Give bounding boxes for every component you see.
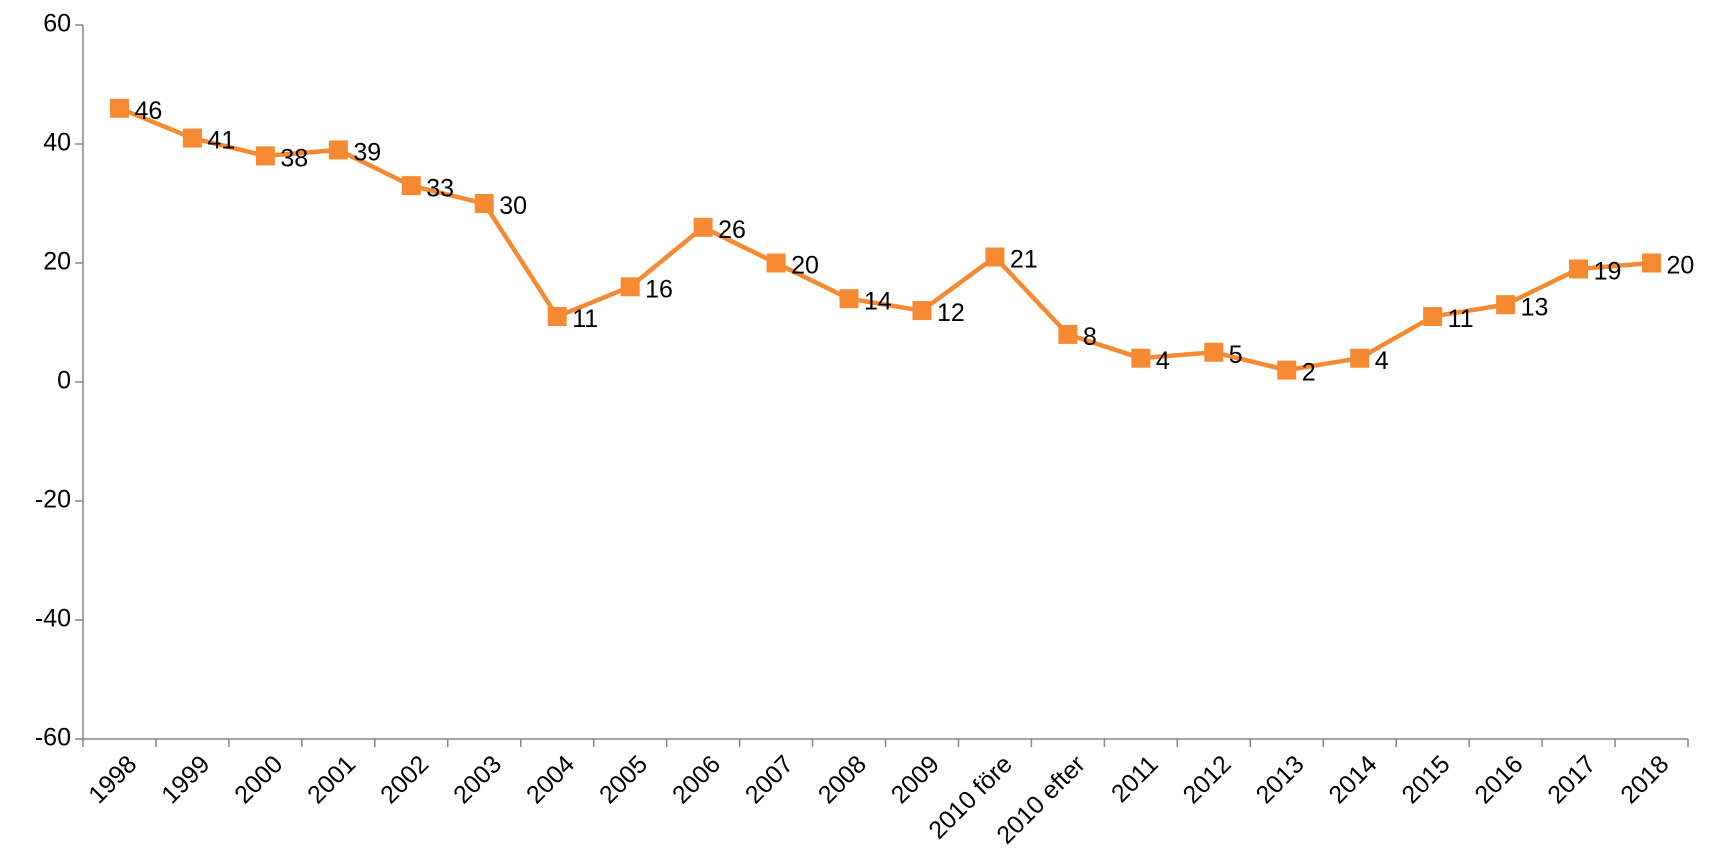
y-tick-label: 0 [57,367,71,395]
x-tick-label: 1998 [83,750,142,809]
marker [1423,307,1443,327]
marker [985,247,1005,267]
data-label: 39 [353,139,381,167]
data-label: 8 [1083,323,1097,351]
data-label: 11 [572,305,598,333]
marker [1569,259,1589,279]
data-label: 38 [280,145,308,173]
x-tick-label: 2011 [1106,750,1164,808]
marker [620,277,640,297]
marker [1204,342,1224,362]
marker [1277,360,1297,380]
marker [328,140,348,160]
marker [912,301,932,321]
data-label: 14 [864,287,892,315]
data-label: 20 [1667,252,1695,280]
marker [1642,253,1662,273]
data-label: 41 [207,127,235,155]
x-tick-label: 1999 [156,750,215,809]
data-label: 30 [499,192,527,220]
marker [109,98,129,118]
x-tick-label: 2009 [886,750,945,809]
x-tick-label: 2014 [1323,750,1382,809]
data-label: 11 [1448,305,1474,333]
marker [1496,295,1516,315]
marker [255,146,275,166]
marker [182,128,202,148]
line [118,106,1652,373]
y-tick-label: 40 [43,129,71,157]
x-tick-label: 2000 [229,750,288,809]
data-label: 5 [1229,341,1243,369]
x-tick-label: 2002 [375,750,434,809]
data-label: 21 [1010,246,1038,274]
y-tick-label: -60 [35,724,71,752]
data-label: 20 [791,252,819,280]
x-tick-label: 2006 [667,750,726,809]
x-tick-label: 2012 [1178,750,1237,809]
data-label: 2 [1302,359,1316,387]
marker [766,253,786,273]
marker [1058,324,1078,344]
marker [693,217,713,237]
x-tick-label: 2017 [1542,750,1601,809]
x-tick-label: 2015 [1396,750,1455,809]
y-tick-label: -20 [35,486,71,514]
data-label: 19 [1594,258,1622,286]
x-tick-label: 2005 [594,750,653,809]
data-label: 12 [937,299,965,327]
x-tick-label: 2016 [1469,750,1528,809]
x-tick-label: 2018 [1615,750,1674,809]
marker [1131,348,1151,368]
data-label: 4 [1375,347,1389,375]
y-tick-label: 20 [43,248,71,276]
y-tick-label: -40 [35,605,71,633]
y-tick-label: 60 [43,10,71,38]
x-tick-label: 2004 [521,750,580,809]
marker [401,176,421,196]
data-label: 13 [1521,293,1549,321]
x-tick-label: 2003 [448,750,507,809]
data-label: 26 [718,216,746,244]
data-label: 46 [134,97,162,125]
x-tick-label: 2007 [740,750,799,809]
marker [474,194,494,213]
x-tick-label: 2013 [1251,750,1310,809]
data-label: 16 [645,275,673,303]
data-label: 33 [426,174,454,202]
marker [547,307,567,327]
x-tick-label: 2001 [302,750,361,809]
marker [1350,348,1370,368]
x-tick-label: 2008 [813,750,872,809]
marker [839,289,859,309]
data-label: 4 [1156,347,1170,375]
